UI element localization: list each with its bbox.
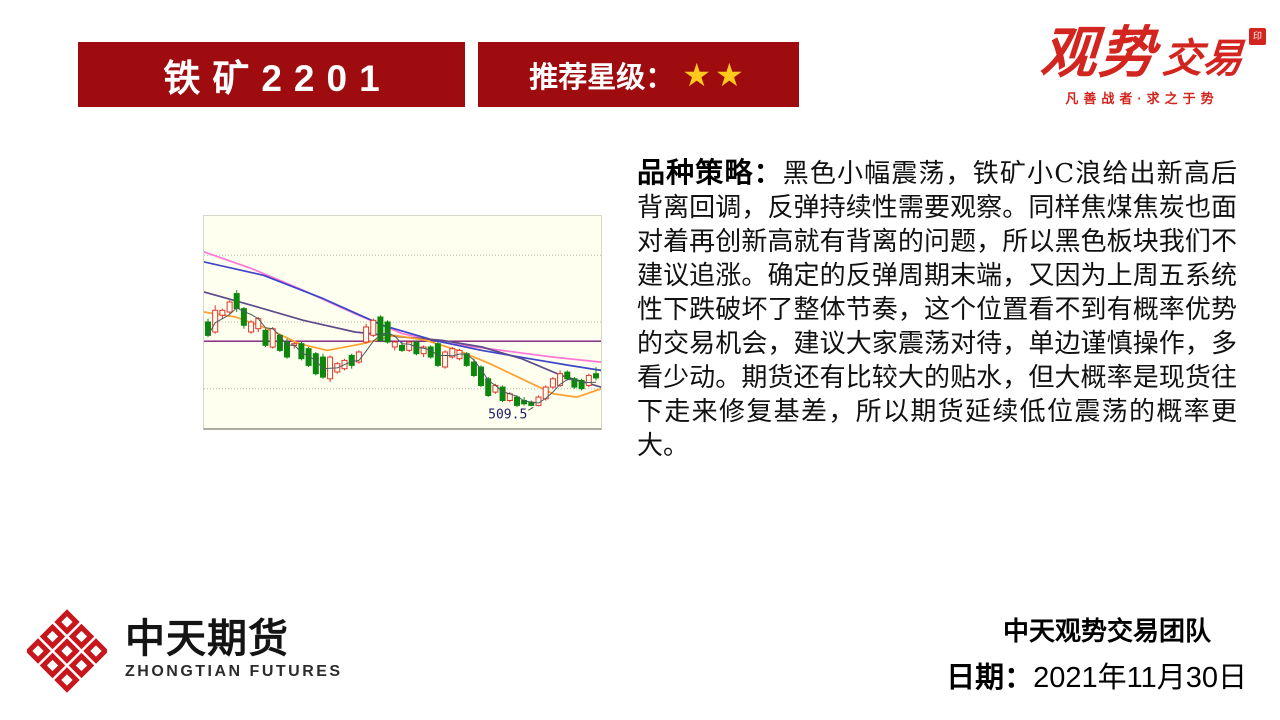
logo-seal-icon: 印	[1249, 28, 1266, 45]
candlestick-svg: 509.5	[203, 251, 602, 422]
company-logo-block: 中天期货 ZHONGTIAN FUTURES	[27, 608, 343, 694]
strategy-label: 品种策略：	[637, 157, 783, 188]
date-line: 日期：2021年11月30日	[946, 661, 1247, 695]
strategy-body: 黑色小幅震荡，铁矿小C浪给出新高后背离回调，反弹持续性需要观察。同样焦煤焦炭也面…	[637, 159, 1237, 461]
star-rating-icon: ★★	[682, 56, 748, 93]
company-name-cn: 中天期货	[125, 617, 289, 661]
team-name: 中天观势交易团队	[1002, 616, 1211, 646]
company-diamond-logo-icon	[27, 609, 107, 693]
date-label: 日期：	[946, 662, 1034, 694]
brand-wordmark: 观势 交易	[1020, 20, 1264, 86]
company-name-en: ZHONGTIAN FUTURES	[125, 663, 343, 680]
svg-text:509.5: 509.5	[488, 407, 527, 422]
contract-title: 铁矿2201	[163, 57, 392, 99]
footer-right: 中天观势交易团队 日期：2021年11月30日	[946, 615, 1247, 695]
brand-logo: 观势 交易 印 凡善战者·求之于势	[1020, 20, 1266, 107]
contract-banner: 铁矿2201	[78, 42, 465, 107]
rating-label: 推荐星级：	[529, 61, 675, 94]
price-chart: 509.5	[203, 215, 602, 430]
rating-banner: 推荐星级： ★★	[478, 42, 799, 107]
brand-wordmark-sub: 交易	[1160, 35, 1245, 82]
strategy-text: 品种策略：黑色小幅震荡，铁矿小C浪给出新高后背离回调，反弹持续性需要观察。同样焦…	[637, 156, 1237, 463]
date-value: 2021年11月30日	[1033, 662, 1247, 694]
brand-wordmark-main: 观势	[1038, 20, 1160, 86]
brand-tagline: 凡善战者·求之于势	[1065, 91, 1219, 106]
